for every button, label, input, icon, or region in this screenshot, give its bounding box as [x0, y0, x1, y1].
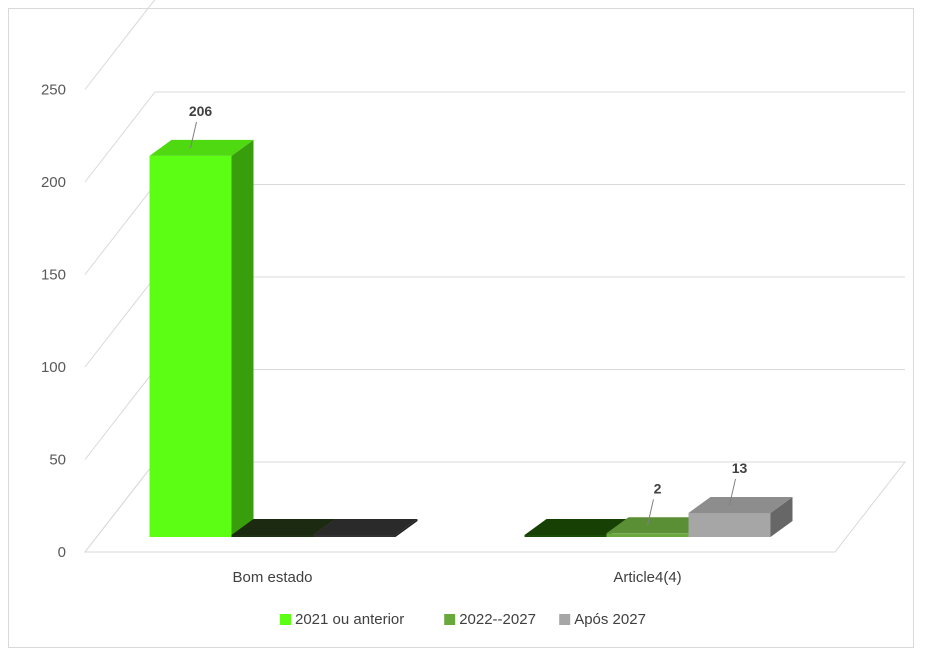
bar-top: [524, 519, 629, 535]
gridline-side: [84, 369, 156, 460]
gridline-side: [84, 91, 156, 183]
legend-label: 2021 ou anterior: [295, 611, 404, 628]
legend-swatch: [280, 614, 291, 625]
y-tick-label: 100: [41, 359, 66, 376]
bar-top: [313, 519, 418, 535]
bar-top: [231, 519, 336, 535]
data-label-leader: [729, 478, 736, 506]
bar: [231, 535, 314, 537]
bar: [688, 512, 771, 537]
gridline-side: [84, 0, 156, 90]
bar-top: [688, 496, 793, 513]
bar: [524, 535, 607, 537]
data-label-leader: [190, 121, 197, 149]
gridline-side: [84, 276, 156, 368]
bar-side: [395, 519, 418, 537]
bar-top: [149, 139, 254, 156]
legend-label: 2022--2027: [459, 611, 536, 628]
data-label: 2: [654, 480, 662, 496]
y-tick-label: 250: [41, 82, 66, 99]
bar-top: [606, 517, 711, 534]
data-label-leader: [647, 499, 654, 526]
floor: [83, 461, 907, 553]
bar-side: [770, 496, 793, 537]
x-tick-label: Bom estado: [232, 569, 312, 586]
legend-label: Após 2027: [574, 611, 646, 628]
y-tick-label: 200: [41, 174, 66, 191]
data-label: 13: [732, 460, 748, 476]
bar: [313, 535, 396, 537]
y-tick-label: 0: [58, 544, 66, 561]
bar: [606, 533, 689, 537]
x-tick-label: Article4(4): [613, 569, 681, 586]
bar-side: [231, 139, 254, 537]
y-tick-label: 150: [41, 267, 66, 284]
bar: [149, 155, 232, 537]
legend-swatch: [444, 614, 456, 625]
legend-swatch: [559, 614, 571, 625]
gridline-side: [84, 184, 156, 275]
data-label: 206: [189, 103, 213, 119]
y-tick-label: 50: [49, 452, 66, 469]
